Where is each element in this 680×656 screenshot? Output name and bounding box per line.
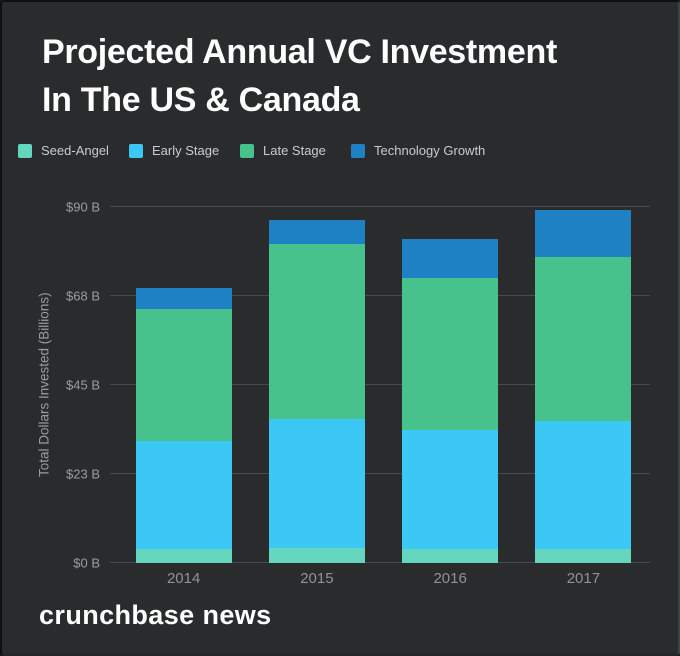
legend-label: Technology Growth: [374, 143, 486, 158]
gridline: [110, 384, 650, 385]
gridline: [110, 206, 650, 207]
segment-early-stage-2015: [268, 419, 365, 548]
gridline: [110, 473, 650, 474]
y-tick-label: $45 B: [66, 377, 100, 393]
legend-item-seed-angel: Seed-Angel: [18, 143, 129, 158]
legend-item-technology-growth: Technology Growth: [351, 143, 485, 158]
segment-late-stage-2014: [135, 309, 232, 442]
bar-group-2017: [517, 207, 650, 563]
bars: [117, 207, 650, 563]
segment-late-stage-2015: [268, 244, 365, 420]
early-stage-swatch-icon: [129, 143, 143, 158]
bar-group-2014: [117, 207, 250, 563]
legend-item-late-stage: Late Stage: [240, 143, 351, 158]
segment-seed-angel-2015: [268, 547, 365, 563]
segment-seed-angel-2014: [135, 549, 232, 563]
y-tick-label: $68 B: [66, 288, 100, 304]
chart-title: Projected Annual VC Investment In The US…: [42, 33, 557, 119]
bar-2016: [402, 207, 499, 563]
segment-technology-growth-2015: [268, 220, 365, 245]
bar-2017: [535, 207, 632, 563]
x-tick-label: 2017: [566, 570, 601, 587]
segment-seed-angel-2016: [402, 549, 499, 563]
legend: Seed-Angel Early Stage Late Stage Techno…: [18, 143, 485, 158]
x-tick-labels: 2014 2015 2016 2017: [117, 570, 650, 587]
bar-2015: [268, 207, 365, 563]
x-tick-label: 2016: [433, 570, 467, 587]
plot-area: $0 B $23 B $45 B $68 B $90 B 2014 2015 2016 201…: [66, 200, 650, 587]
seed-angel-swatch-icon: [18, 143, 32, 158]
gridline: [110, 562, 650, 563]
x-tick-label: 2015: [300, 570, 334, 587]
technology-growth-swatch-icon: [351, 143, 365, 158]
segment-technology-growth-2014: [135, 288, 232, 310]
y-axis-title: Total Dollars Invested (Billions): [36, 292, 52, 478]
segment-technology-growth-2016: [402, 239, 499, 279]
y-tick-label: $23 B: [66, 466, 100, 482]
brand-logo: crunchbase news: [39, 600, 272, 630]
late-stage-swatch-icon: [240, 143, 254, 158]
segment-early-stage-2014: [135, 441, 232, 550]
segment-late-stage-2016: [402, 278, 499, 431]
legend-label: Late Stage: [263, 143, 326, 158]
segment-early-stage-2016: [402, 430, 499, 550]
bar-group-2015: [250, 207, 383, 563]
segment-technology-growth-2017: [535, 209, 632, 257]
y-tick-label: $90 B: [66, 199, 100, 215]
legend-item-early-stage: Early Stage: [129, 143, 240, 158]
y-tick-label: $0 B: [73, 555, 100, 571]
x-tick-label: 2014: [166, 570, 201, 587]
segment-late-stage-2017: [535, 256, 632, 421]
bar-2014: [135, 207, 232, 563]
segment-seed-angel-2017: [535, 549, 632, 563]
gridline: [110, 295, 650, 296]
segment-early-stage-2017: [535, 421, 632, 550]
bar-group-2016: [384, 207, 517, 563]
legend-label: Seed-Angel: [41, 143, 109, 158]
legend-label: Early Stage: [152, 143, 220, 158]
